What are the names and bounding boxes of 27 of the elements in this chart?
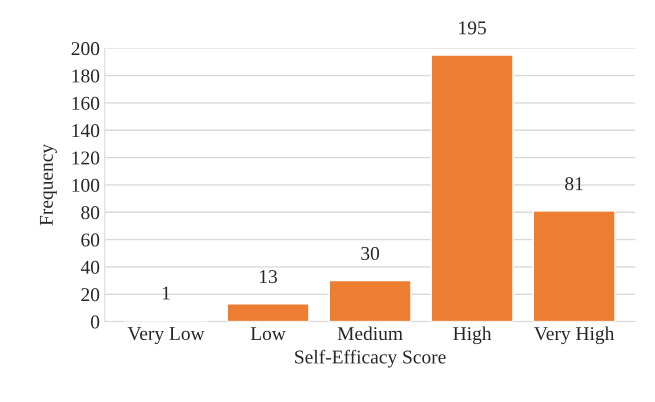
bar [532,210,616,322]
y-tick-label: 40 [80,260,100,274]
data-label: 195 [459,21,486,34]
x-tick-label: Low [250,327,286,340]
y-tick-label: 0 [90,315,100,329]
bar [226,303,310,322]
data-label: 1 [162,286,170,300]
y-tick-label: 200 [72,42,100,56]
x-axis-title: Self-Efficacy Score [295,350,446,368]
y-tick-label: 160 [72,96,100,110]
y-tick-label: 80 [81,206,100,220]
y-tick-label: 140 [72,124,100,138]
data-label: 13 [260,270,278,284]
x-tick-label: High [453,326,492,344]
data-label: 81 [565,177,583,190]
x-tick-label: Medium [338,326,403,340]
y-tick-label: 180 [72,69,100,83]
y-tick-label: 100 [72,178,100,192]
bar [430,54,514,322]
data-label: 30 [361,246,380,260]
y-axis-title: Frequency [40,144,57,226]
y-tick-label: 60 [81,233,100,247]
y-tick-label: 20 [81,288,100,302]
x-tick-label: Very High [534,326,614,344]
bar [328,280,412,322]
y-tick-label: 120 [72,151,100,165]
x-tick-label: Very Low [128,327,205,344]
